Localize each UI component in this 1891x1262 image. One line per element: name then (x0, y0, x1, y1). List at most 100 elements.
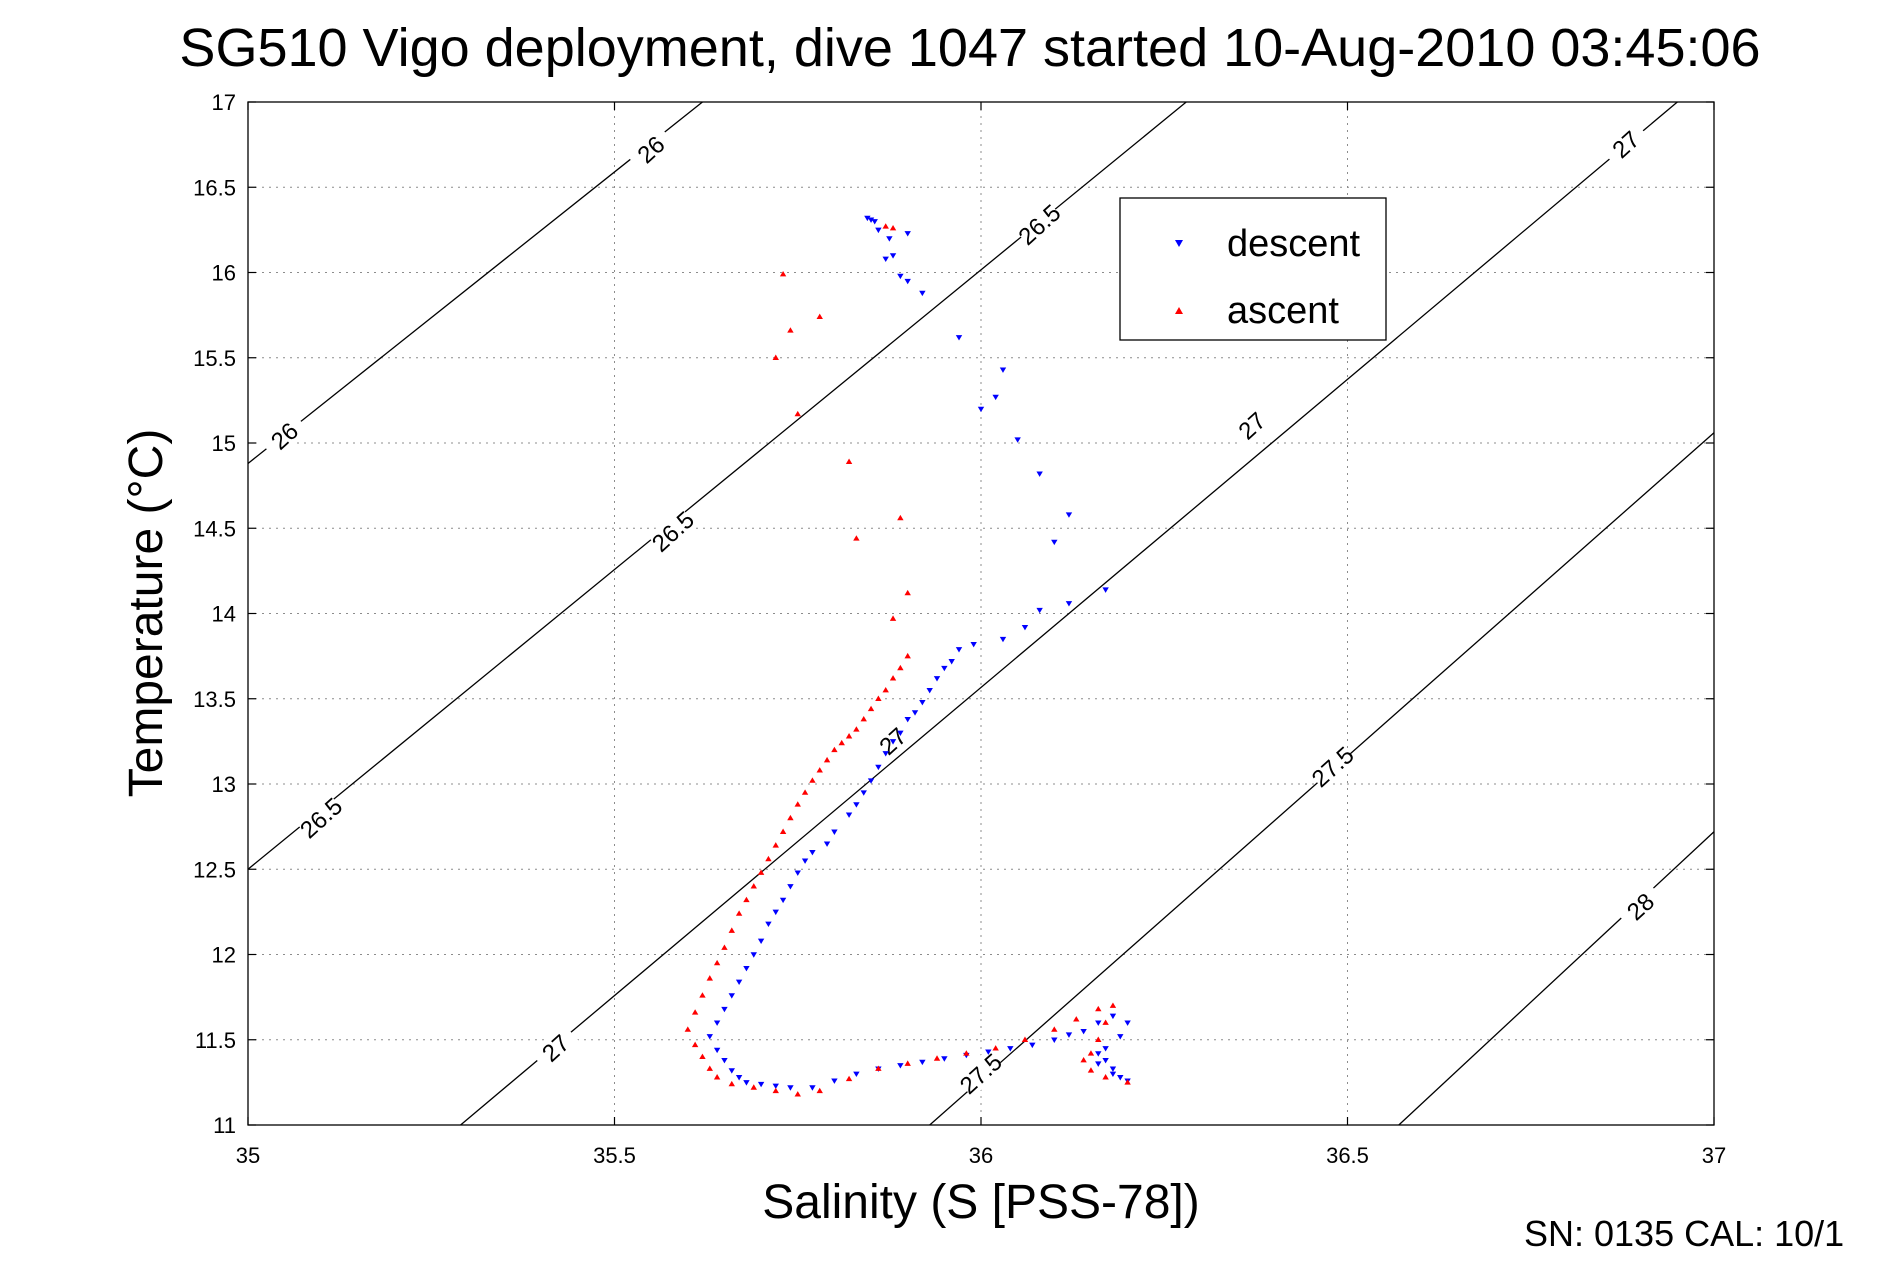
descent-point (853, 802, 860, 808)
legend-ascent-marker (1175, 307, 1183, 314)
descent-point (1109, 1013, 1117, 1020)
descent-point (845, 812, 853, 818)
descent-point (1065, 1032, 1073, 1038)
ascent-point (787, 814, 794, 821)
descent-point (757, 1081, 765, 1088)
descent-point (1065, 601, 1073, 607)
descent-point (779, 897, 787, 904)
descent-point (809, 1085, 816, 1091)
ascent-point (992, 1045, 999, 1051)
ascent-point (728, 1080, 735, 1087)
ascent-point (721, 944, 728, 950)
ascent-point (779, 271, 787, 277)
descent-point (897, 730, 904, 737)
density-contour-28 (1398, 831, 1715, 1126)
ascent-point (823, 756, 831, 763)
descent-point (985, 1049, 992, 1055)
y-tick-label: 12.5 (193, 857, 236, 882)
ascent-point (699, 992, 706, 998)
descent-point (1102, 1046, 1109, 1052)
descent-point (867, 217, 875, 223)
descent-point (992, 394, 999, 401)
legend: descent ascent (1119, 197, 1387, 341)
ascent-point (1124, 1079, 1131, 1085)
descent-point (875, 227, 882, 234)
descent-point (1095, 1061, 1102, 1067)
descent-point (1021, 624, 1029, 631)
descent-point (926, 688, 933, 694)
y-tick-label: 14.5 (193, 516, 236, 541)
y-tick-label: 17 (212, 90, 236, 115)
x-tick-label: 35 (236, 1143, 260, 1168)
ascent-point (933, 1055, 941, 1061)
descent-point (853, 1071, 860, 1078)
ascent-point (882, 687, 889, 693)
ascent-point (882, 223, 889, 229)
grid-lines (247, 101, 1715, 1126)
y-tick-label: 15.5 (193, 346, 236, 371)
x-tick-label: 37 (1702, 1143, 1726, 1168)
y-axis-label: Temperature (°C) (120, 429, 173, 798)
descent-point (1051, 1037, 1058, 1043)
descent-point (886, 236, 893, 242)
descent-point (787, 884, 794, 890)
ascent-point (691, 1009, 699, 1015)
ascent-point (1087, 1067, 1095, 1073)
ascent-point (904, 652, 911, 659)
y-tick-label: 11.5 (195, 1028, 236, 1053)
contour-label-bg (1226, 400, 1277, 450)
descent-point (897, 1063, 904, 1069)
contour-label-bg (1600, 119, 1651, 169)
y-tick-label: 15 (212, 431, 236, 456)
contour-label-bg (295, 792, 346, 842)
descent-point (831, 1078, 838, 1084)
descent-point (919, 1059, 926, 1066)
descent-point (919, 699, 926, 706)
ascent-point (794, 410, 801, 417)
ascent-point (743, 896, 750, 903)
descent-point (1109, 1066, 1117, 1072)
descent-point (1102, 587, 1109, 593)
descent-point (919, 290, 926, 297)
descent-point (889, 253, 897, 259)
descent-point (1095, 1051, 1102, 1057)
contour-label-bg (1614, 881, 1666, 931)
ascent-point (904, 589, 911, 596)
descent-point (1065, 512, 1073, 518)
descent-point (728, 1068, 735, 1074)
descent-point (904, 717, 911, 723)
ascent-point (816, 1087, 823, 1094)
chart-title: SG510 Vigo deployment, dive 1047 started… (179, 18, 1760, 78)
descent-point (1051, 539, 1058, 546)
ascent-point (853, 726, 860, 732)
descent-point (728, 993, 735, 999)
descent-point (713, 1020, 721, 1026)
ascent-point (1102, 1074, 1109, 1080)
descent-point (955, 335, 963, 341)
ascent-point (1051, 1026, 1058, 1032)
descent-point (743, 1080, 750, 1086)
ascent-point (787, 327, 794, 333)
descent-point (801, 858, 809, 864)
y-tick-label: 16 (212, 261, 236, 286)
descent-point (823, 841, 831, 847)
ascent-point (875, 1065, 882, 1071)
ascent-point (897, 514, 904, 521)
descent-point (809, 850, 816, 856)
y-tick-labels: 11 11.5 12 12.5 13 13.5 14 14.5 15 15.5 16 16.5 17 (193, 90, 236, 1138)
descent-point (999, 367, 1007, 373)
descent-point (765, 921, 772, 928)
descent-point (955, 647, 963, 653)
ascent-point (1021, 1036, 1029, 1042)
ascent-point (1095, 1036, 1102, 1042)
x-tick-label: 36.5 (1326, 1143, 1369, 1168)
ascent-point (845, 458, 853, 464)
contour-label-bg (258, 411, 310, 460)
descent-point (904, 231, 911, 237)
legend-descent-label: descent (1227, 223, 1361, 265)
contour-label-bg (625, 124, 676, 174)
ascent-series (684, 223, 1131, 1097)
x-tick-labels: 35 35.5 36 36.5 37 (236, 1143, 1726, 1168)
descent-point (875, 764, 882, 771)
y-tick-label: 12 (212, 943, 236, 968)
